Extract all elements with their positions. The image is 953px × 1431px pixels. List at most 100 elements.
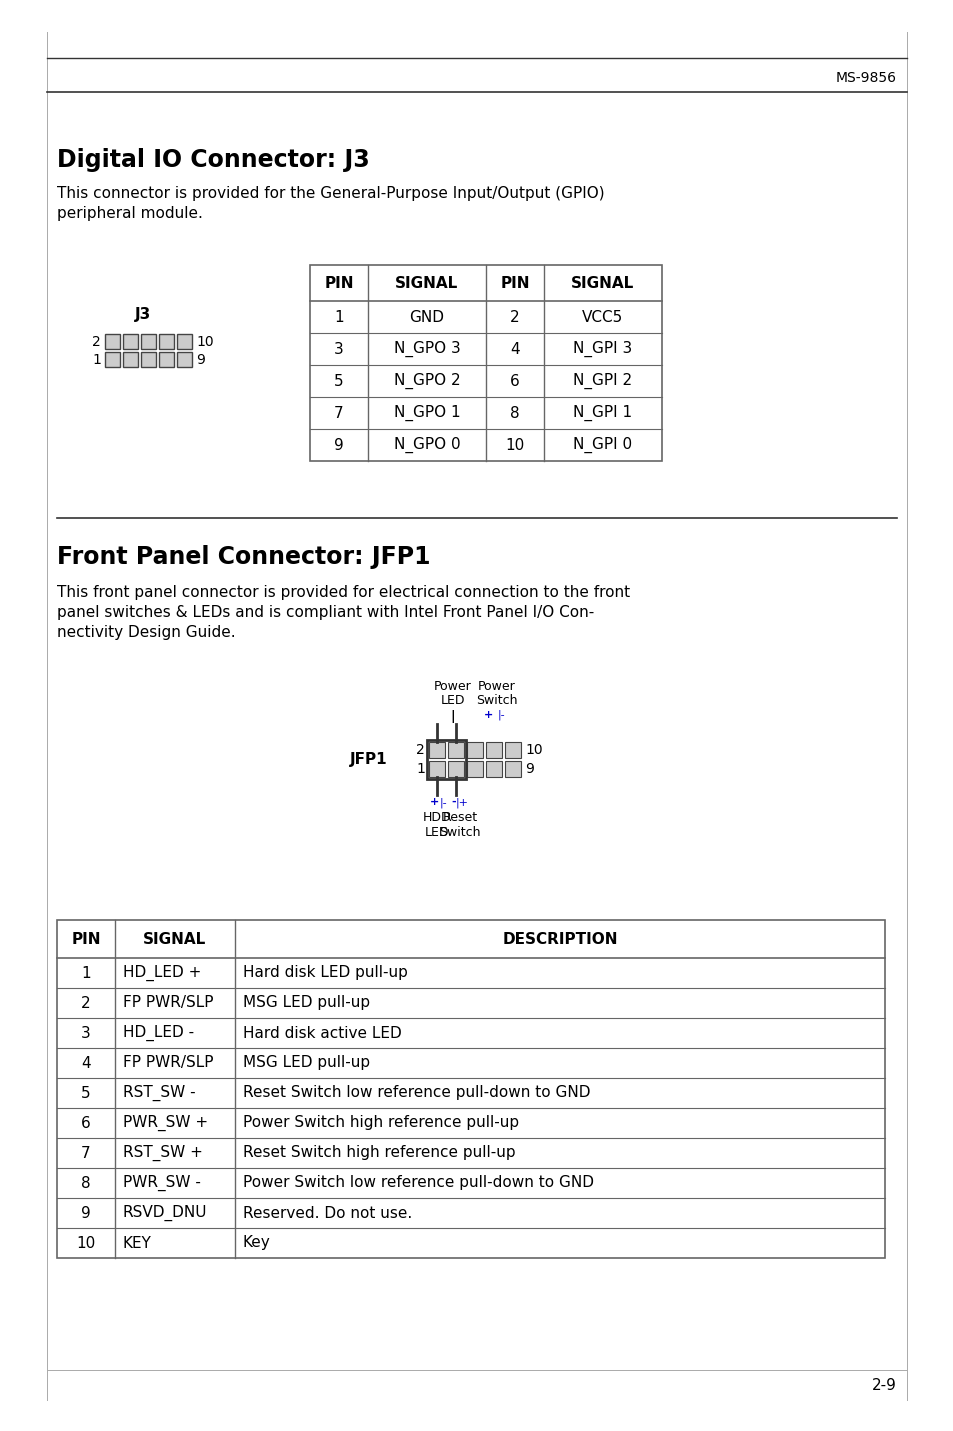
Text: 2-9: 2-9 [871, 1378, 896, 1392]
Text: HD_LED +: HD_LED + [123, 964, 201, 982]
Text: N_GPI 3: N_GPI 3 [573, 341, 632, 358]
Text: 7: 7 [81, 1145, 91, 1161]
Text: Switch: Switch [438, 826, 480, 839]
Bar [159, 352, 173, 366]
Bar [105, 333, 120, 349]
Text: |+: |+ [455, 797, 468, 807]
Bar [177, 333, 192, 349]
Text: RST_SW -: RST_SW - [123, 1085, 195, 1100]
Text: MSG LED pull-up: MSG LED pull-up [243, 996, 370, 1010]
Text: JFP1: JFP1 [350, 753, 388, 767]
Text: 1: 1 [416, 761, 424, 776]
Bar [123, 352, 138, 366]
Text: GND: GND [409, 309, 444, 325]
Text: 2: 2 [81, 996, 91, 1010]
Text: LED: LED [424, 826, 449, 839]
Bar [429, 743, 444, 758]
Bar [141, 352, 156, 366]
Text: -: - [451, 797, 456, 807]
Bar [159, 333, 173, 349]
Bar [177, 352, 192, 366]
Text: 10: 10 [195, 335, 213, 349]
Text: 2: 2 [510, 309, 519, 325]
Bar [504, 743, 520, 758]
Text: N_GPI 0: N_GPI 0 [573, 436, 632, 454]
Text: Front Panel Connector: JFP1: Front Panel Connector: JFP1 [57, 545, 430, 570]
Text: This front panel connector is provided for electrical connection to the front: This front panel connector is provided f… [57, 585, 630, 600]
Text: 10: 10 [76, 1235, 95, 1251]
Text: 6: 6 [81, 1116, 91, 1130]
Bar [123, 333, 138, 349]
Bar [467, 743, 482, 758]
Text: +: + [484, 710, 493, 720]
Text: Power: Power [477, 680, 516, 693]
Text: Digital IO Connector: J3: Digital IO Connector: J3 [57, 147, 370, 172]
Bar [504, 761, 520, 777]
Text: 5: 5 [334, 373, 343, 388]
Text: nectivity Design Guide.: nectivity Design Guide. [57, 625, 235, 640]
Text: Reserved. Do not use.: Reserved. Do not use. [243, 1205, 412, 1221]
Text: This connector is provided for the General-Purpose Input/Output (GPIO): This connector is provided for the Gener… [57, 186, 604, 200]
Bar [485, 743, 501, 758]
Text: 2: 2 [416, 743, 424, 757]
Text: 4: 4 [510, 342, 519, 356]
Text: 8: 8 [510, 405, 519, 421]
Text: N_GPO 2: N_GPO 2 [394, 373, 460, 389]
Bar [427, 740, 465, 778]
Text: RSVD_DNU: RSVD_DNU [123, 1205, 208, 1221]
Text: PIN: PIN [71, 932, 101, 946]
Text: N_GPI 1: N_GPI 1 [573, 405, 632, 421]
Text: SIGNAL: SIGNAL [143, 932, 207, 946]
Text: N_GPO 0: N_GPO 0 [394, 436, 460, 454]
Bar [429, 761, 444, 777]
Text: 10: 10 [505, 438, 524, 452]
Text: FP PWR/SLP: FP PWR/SLP [123, 1056, 213, 1070]
Text: RST_SW +: RST_SW + [123, 1145, 203, 1161]
Text: PIN: PIN [324, 276, 354, 290]
Text: VCC5: VCC5 [581, 309, 623, 325]
Text: KEY: KEY [123, 1235, 152, 1251]
Bar [448, 761, 463, 777]
Text: N_GPO 1: N_GPO 1 [394, 405, 460, 421]
Text: 6: 6 [510, 373, 519, 388]
Text: MS-9856: MS-9856 [835, 72, 896, 84]
Text: DESCRIPTION: DESCRIPTION [501, 932, 618, 946]
Text: Hard disk active LED: Hard disk active LED [243, 1026, 401, 1040]
Text: 9: 9 [195, 352, 205, 366]
Text: Reset Switch high reference pull-up: Reset Switch high reference pull-up [243, 1145, 515, 1161]
Text: 3: 3 [81, 1026, 91, 1040]
Text: |: | [450, 710, 455, 723]
Bar [57, 920, 884, 1258]
Text: 4: 4 [81, 1056, 91, 1070]
Text: HDD: HDD [422, 811, 451, 824]
Text: PWR_SW +: PWR_SW + [123, 1115, 208, 1130]
Text: 9: 9 [334, 438, 343, 452]
Text: |-: |- [438, 797, 446, 807]
Bar [467, 761, 482, 777]
Text: N_GPO 3: N_GPO 3 [394, 341, 460, 358]
Text: PWR_SW -: PWR_SW - [123, 1175, 201, 1191]
Text: SIGNAL: SIGNAL [395, 276, 458, 290]
Text: LED: LED [440, 694, 465, 707]
Text: 1: 1 [81, 966, 91, 980]
Text: panel switches & LEDs and is compliant with Intel Front Panel I/O Con-: panel switches & LEDs and is compliant w… [57, 605, 594, 620]
Text: 9: 9 [81, 1205, 91, 1221]
Text: 10: 10 [524, 743, 542, 757]
Text: Power: Power [434, 680, 472, 693]
Text: +: + [430, 797, 439, 807]
Bar [485, 761, 501, 777]
Text: Reset Switch low reference pull-down to GND: Reset Switch low reference pull-down to … [243, 1086, 590, 1100]
Text: 5: 5 [81, 1086, 91, 1100]
Text: 8: 8 [81, 1175, 91, 1191]
Text: J3: J3 [134, 308, 151, 322]
Text: 1: 1 [92, 352, 101, 366]
Text: Hard disk LED pull-up: Hard disk LED pull-up [243, 966, 408, 980]
Text: 7: 7 [334, 405, 343, 421]
Text: |-: |- [497, 710, 504, 720]
Text: 2: 2 [92, 335, 101, 349]
Text: N_GPI 2: N_GPI 2 [573, 373, 632, 389]
Text: FP PWR/SLP: FP PWR/SLP [123, 996, 213, 1010]
Text: Key: Key [243, 1235, 271, 1251]
Bar [105, 352, 120, 366]
Text: HD_LED -: HD_LED - [123, 1025, 193, 1042]
